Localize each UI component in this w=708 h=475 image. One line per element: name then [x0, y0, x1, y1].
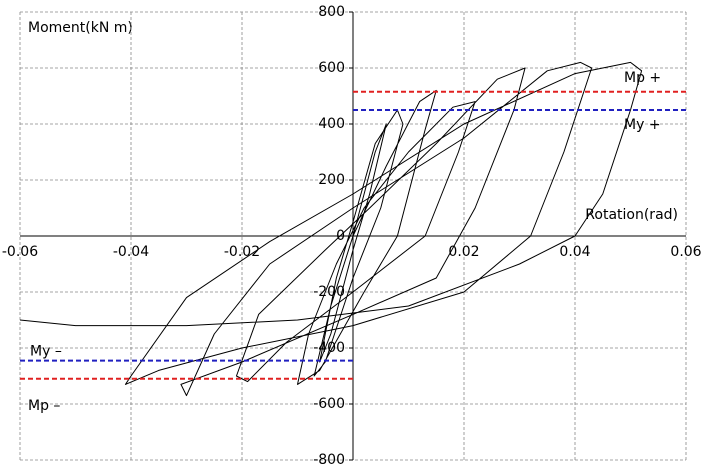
y-tick-label: 800: [318, 4, 345, 20]
reference-label: Mp +: [624, 70, 661, 86]
y-tick-label: -800: [313, 452, 345, 468]
y-tick-label: 200: [318, 172, 345, 188]
x-tick-label: 0.02: [448, 244, 479, 260]
reference-label: Mp –: [28, 398, 60, 414]
x-tick-label: -0.06: [2, 244, 38, 260]
y-tick-label: -600: [313, 396, 345, 412]
y-tick-label: -200: [313, 284, 345, 300]
x-tick-label: -0.02: [224, 244, 260, 260]
y-tick-label: -400: [313, 340, 345, 356]
y-axis-label: Moment(kN m): [28, 20, 133, 36]
x-axis-label: Rotation(rad): [585, 207, 678, 223]
x-tick-label: 0.04: [559, 244, 590, 260]
y-tick-label: 400: [318, 116, 345, 132]
hysteresis-curve: [19, 61, 643, 397]
x-tick-label: 0.06: [670, 244, 701, 260]
y-tick-label: 600: [318, 60, 345, 76]
x-tick-label: -0.04: [113, 244, 149, 260]
reference-label: My –: [30, 344, 62, 360]
reference-label: My +: [624, 117, 661, 133]
